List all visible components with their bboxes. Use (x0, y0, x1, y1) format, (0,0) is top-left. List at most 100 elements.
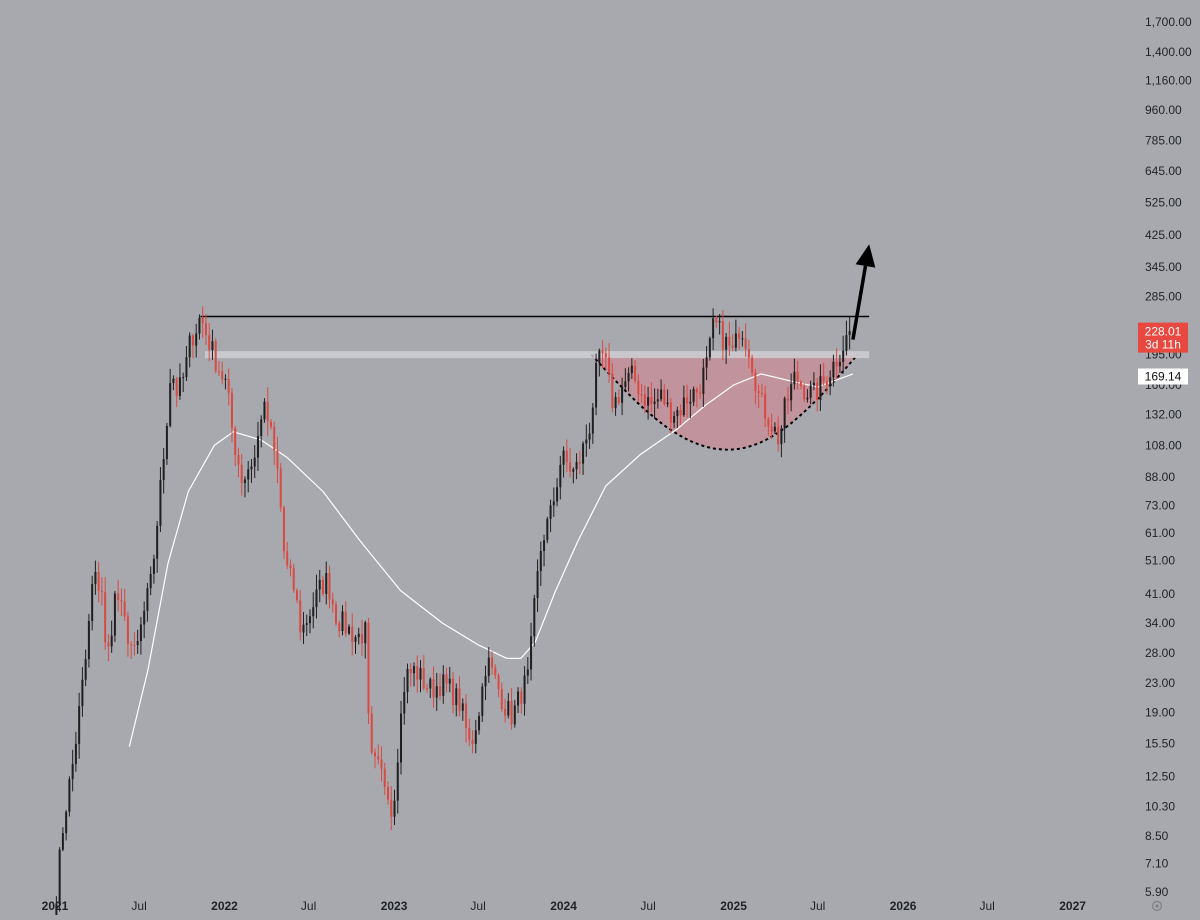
candle-body (185, 357, 188, 378)
candle-body (198, 317, 201, 334)
candle-body (87, 621, 90, 660)
candle-body (71, 764, 74, 780)
candle-body (725, 336, 728, 350)
y-tick-label: 73.00 (1145, 499, 1175, 513)
y-tick-label: 425.00 (1145, 228, 1182, 242)
candle-body (598, 350, 601, 364)
candle-body (61, 833, 64, 850)
candle-body (269, 421, 272, 427)
candle-body (165, 425, 168, 460)
y-tick-label: 1,400.00 (1145, 45, 1192, 59)
candle-body (227, 378, 230, 393)
candle-body (712, 318, 715, 339)
candle-body (139, 624, 142, 642)
candle-body (699, 392, 702, 394)
candle-body (367, 622, 370, 714)
candle-body (829, 377, 832, 386)
candle-body (536, 571, 539, 599)
candle-body (669, 402, 672, 423)
candle-body (390, 799, 393, 817)
candle-body (500, 689, 503, 709)
candle-body (432, 679, 435, 698)
candle-body (666, 402, 669, 405)
candle-body (575, 461, 578, 470)
candle-body (331, 599, 334, 605)
candle-body (458, 688, 461, 711)
candle-body (97, 572, 100, 591)
candle-body (530, 636, 533, 670)
candle-body (455, 688, 458, 706)
candle-body (100, 590, 103, 593)
y-tick-label: 15.50 (1145, 737, 1175, 751)
x-axis[interactable]: 2021 Jul 2022 Jul 2023 Jul 2024 Jul 2025 Jul 2026 J… (42, 899, 1087, 913)
candle-body (812, 382, 815, 386)
x-tick-label: 2024 (550, 899, 577, 913)
candle-body (523, 675, 526, 704)
candle-body (211, 341, 214, 350)
candle-body (777, 426, 780, 445)
candle-body (686, 397, 689, 404)
candle-body (426, 688, 429, 690)
candle-body (321, 579, 324, 594)
candle-body (838, 361, 841, 367)
settings-icon[interactable] (1151, 900, 1163, 912)
y-tick-label: 525.00 (1145, 195, 1182, 209)
candle-body (582, 443, 585, 464)
candle-body (400, 713, 403, 763)
candle-body (705, 357, 708, 368)
candle-body (640, 394, 643, 396)
y-tick-label: 51.00 (1145, 554, 1175, 568)
candle-body (240, 464, 243, 484)
candle-body (120, 600, 123, 602)
arrow-shaft (851, 265, 868, 340)
candle-body (731, 345, 734, 348)
y-tick-label: 34.00 (1145, 616, 1175, 630)
y-tick-label: 10.30 (1145, 799, 1175, 813)
x-tick-label: Jul (470, 899, 485, 913)
candle-body (552, 501, 555, 506)
candle-body (295, 590, 298, 601)
candle-body (325, 573, 328, 594)
x-tick-label: Jul (640, 899, 655, 913)
candle-body (611, 373, 614, 409)
y-axis[interactable]: 1,700.00 1,400.00 1,160.00 960.00 785.00 645.… (1145, 15, 1192, 899)
candle-body (406, 669, 409, 692)
candle-body (55, 904, 58, 918)
candle-body (546, 518, 549, 541)
candle-body (660, 389, 663, 400)
candle-body (403, 691, 406, 714)
candle-body (302, 624, 305, 633)
y-tick-label: 960.00 (1145, 103, 1182, 117)
candle-body (452, 678, 455, 706)
candle-body (754, 372, 757, 392)
y-tick-label: 108.00 (1145, 438, 1182, 452)
candle-body (107, 642, 110, 647)
candle-body (673, 416, 676, 423)
ma-price-label: 169.14 (1145, 369, 1182, 383)
candle-body (360, 633, 364, 644)
candle-body (104, 592, 107, 643)
candle-body (253, 457, 256, 467)
candle-body (162, 459, 165, 480)
candle-body (334, 604, 337, 624)
candle-body (422, 668, 425, 689)
candle-body (465, 703, 468, 729)
candle-body (435, 686, 438, 698)
candle-body (136, 641, 139, 646)
candle-body (354, 637, 357, 642)
candle-body (377, 756, 380, 760)
x-tick-label: Jul (131, 899, 146, 913)
candle-body (653, 401, 656, 404)
x-tick-label: 2021 (42, 899, 69, 913)
candle-body (133, 644, 136, 646)
candle-body (572, 469, 575, 472)
candle-body (370, 713, 373, 753)
candle-body (533, 598, 536, 637)
candle-body (595, 363, 598, 408)
candle-body (663, 389, 666, 405)
candle-body (149, 573, 152, 589)
candle-body (175, 378, 178, 396)
candle-body (413, 666, 416, 674)
candle-body (308, 616, 311, 624)
